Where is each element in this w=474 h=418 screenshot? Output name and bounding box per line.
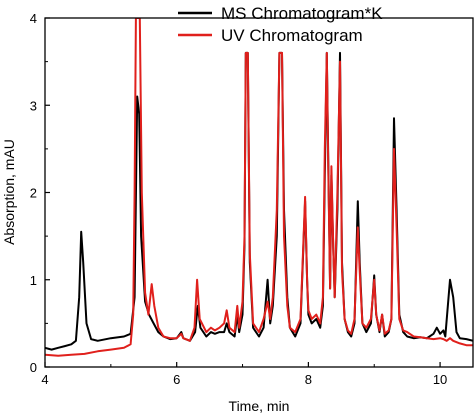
series-line-ms [45,51,473,351]
legend: MS Chromatogram*K UV Chromatogram [178,4,383,45]
y-tick-label: 4 [30,11,37,26]
x-tick-label: 6 [173,372,180,387]
y-axis-label: Absorption, mAU [1,139,17,245]
y-tick-label: 3 [30,98,37,113]
x-axis-label: Time, min [229,398,290,414]
x-tick-label: 4 [41,372,48,387]
ticks-layer: 4 6 8 10 0 1 2 3 4 [30,11,448,387]
legend-label-uv: UV Chromatogram [221,26,363,45]
legend-label-ms: MS Chromatogram*K [221,4,383,23]
x-tick-label: 10 [433,372,447,387]
plot-frame [44,17,474,368]
y-tick-label: 1 [30,273,37,288]
y-tick-label: 0 [30,360,37,375]
y-tick-label: 2 [30,186,37,201]
x-tick-label: 8 [305,372,312,387]
series-line-uv [45,18,473,357]
series-layer [45,18,473,357]
